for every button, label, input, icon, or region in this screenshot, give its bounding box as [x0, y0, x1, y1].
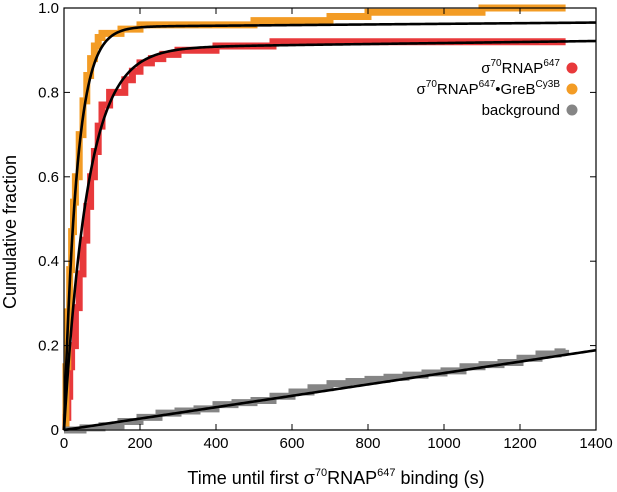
fit-curve-rnap — [62, 39, 597, 431]
x-tick-label: 1200 — [503, 435, 536, 452]
fit-layer — [62, 21, 597, 432]
series-rnap — [62, 38, 566, 434]
x-tick-label: 0 — [60, 435, 68, 452]
fit-curve-rnap_greb — [62, 21, 597, 431]
x-tick-label: 600 — [279, 435, 304, 452]
superscript: 647 — [479, 79, 496, 90]
superscript: 647 — [377, 467, 395, 479]
x-axis-title: Time until first σ70​RNAP647​ binding (s… — [187, 467, 484, 488]
legend-label-background: background — [482, 102, 560, 119]
text-run: RNAP — [437, 81, 479, 98]
x-tick-label: 200 — [127, 435, 152, 452]
legend-marker-rnap — [566, 62, 578, 74]
legend: σ70​RNAP647​ σ70​RNAP647​•GreBCy3B​ backgr… — [417, 58, 578, 119]
text-run: Time until first σ — [187, 468, 314, 488]
x-tick-label: 800 — [355, 435, 380, 452]
y-tick-label: 0.8 — [38, 84, 59, 101]
y-tick-label: 0.2 — [38, 338, 59, 355]
text-run: •GreB — [495, 81, 535, 98]
x-tick-label: 400 — [203, 435, 228, 452]
text-run: RNAP — [327, 468, 377, 488]
y-tick-label: 0.6 — [38, 169, 59, 186]
plot-frame — [63, 7, 597, 431]
legend-marker-background — [566, 104, 578, 116]
y-tick-label: 1.0 — [38, 0, 59, 17]
superscript: 647 — [543, 58, 560, 69]
y-tick-label: 0.4 — [38, 253, 59, 270]
fit-curve-background — [63, 348, 597, 432]
legend-label-rnap: σ70​RNAP647​ — [481, 58, 560, 77]
superscript: 70 — [426, 79, 438, 90]
superscript: 70 — [491, 58, 503, 69]
y-tick-label: 0 — [51, 422, 59, 439]
legend-marker-rnap_greb — [566, 83, 578, 95]
legend-label-rnap_greb: σ70​RNAP647​•GreBCy3B​ — [417, 79, 561, 98]
text-run: background — [482, 102, 560, 119]
tick-layer: 0 200 400 600 800 1000 1200 1400 0 0.2 0.4 0.6 0.8 1.… — [38, 0, 613, 452]
x-tick-label: 1000 — [427, 435, 460, 452]
x-tick-label: 1400 — [579, 435, 612, 452]
y-axis-title: Cumulative fraction — [0, 155, 20, 309]
superscript: Cy3B — [536, 79, 561, 90]
text-run: σ — [481, 60, 491, 77]
text-run: binding (s) — [396, 468, 485, 488]
text-run: RNAP — [502, 60, 544, 77]
superscript: 70 — [315, 467, 327, 479]
text-run: σ — [417, 81, 427, 98]
